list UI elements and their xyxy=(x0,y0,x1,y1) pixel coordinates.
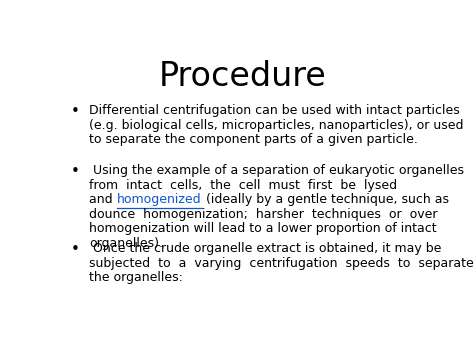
Text: Using the example of a separation of eukaryotic organelles: Using the example of a separation of euk… xyxy=(90,164,465,177)
Text: (e.g. biological cells, microparticles, nanoparticles), or used: (e.g. biological cells, microparticles, … xyxy=(90,119,464,132)
Text: the organelles:: the organelles: xyxy=(90,271,183,284)
Text: Procedure: Procedure xyxy=(159,60,327,93)
Text: Once the crude organelle extract is obtained, it may be: Once the crude organelle extract is obta… xyxy=(90,242,442,255)
Text: and: and xyxy=(90,193,117,206)
Text: homogenization will lead to a lower proportion of intact: homogenization will lead to a lower prop… xyxy=(90,222,437,235)
Text: homogenized: homogenized xyxy=(117,193,201,206)
Text: subjected  to  a  varying  centrifugation  speeds  to  separate: subjected to a varying centrifugation sp… xyxy=(90,257,474,270)
Text: Differential centrifugation can be used with intact particles: Differential centrifugation can be used … xyxy=(90,104,460,117)
Text: to separate the component parts of a given particle.: to separate the component parts of a giv… xyxy=(90,133,418,146)
Text: (ideally by a gentle technique, such as: (ideally by a gentle technique, such as xyxy=(201,193,448,206)
Text: •: • xyxy=(70,164,79,179)
Text: •: • xyxy=(70,242,79,257)
Text: from  intact  cells,  the  cell  must  first  be  lysed: from intact cells, the cell must first b… xyxy=(90,179,398,192)
Text: •: • xyxy=(70,104,79,119)
Text: organelles).: organelles). xyxy=(90,237,164,250)
Text: dounce  homogenization;  harsher  techniques  or  over: dounce homogenization; harsher technique… xyxy=(90,208,438,221)
